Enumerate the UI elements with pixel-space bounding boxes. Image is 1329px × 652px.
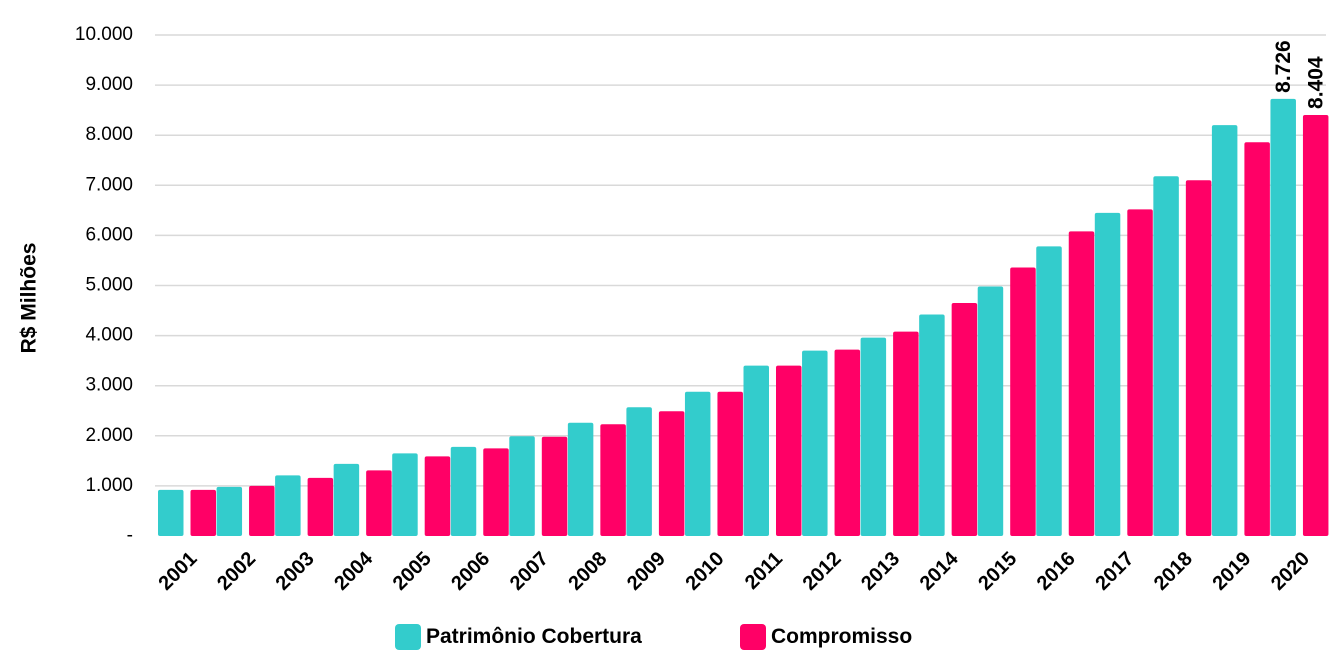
x-tick-label: 2010: [681, 548, 728, 595]
bar-patrimonio-2020: [1270, 98, 1296, 537]
bar-compromisso-2020: [1302, 114, 1329, 537]
y-tick-label: 8.000: [85, 124, 133, 145]
bar-patrimonio-2001: [158, 489, 184, 536]
data-label-compromisso-2020: 8.404: [1305, 56, 1328, 109]
bar-compromisso-2019: [1244, 142, 1270, 537]
legend-swatch-compromisso: [740, 624, 766, 650]
y-tick-label: -: [127, 525, 133, 546]
data-label-patrimonio-2020: 8.726: [1272, 40, 1295, 93]
bar-patrimonio-2013: [860, 337, 887, 536]
gridlines: [155, 34, 1326, 487]
x-tick-label: 2013: [857, 548, 904, 595]
x-tick-label: 2006: [447, 548, 494, 595]
x-tick-label: 2005: [389, 548, 436, 595]
bar-compromisso-2010: [717, 391, 743, 536]
x-tick-label: 2001: [155, 548, 202, 595]
legend-item-compromisso: Compromisso: [740, 624, 912, 650]
bar-compromisso-2013: [893, 331, 919, 536]
bar-patrimonio-2007: [509, 436, 535, 536]
x-tick-label: 2016: [1033, 548, 1080, 595]
bar-chart: - 1.000 2.000 3.000 4.000 5.000 6.000 7.000 8.00…: [18, 24, 1329, 595]
bar-compromisso-2016: [1068, 231, 1095, 536]
bar-patrimonio-2002: [216, 486, 243, 536]
bar-compromisso-2002: [249, 485, 275, 536]
y-tick-label: 7.000: [85, 174, 133, 195]
bar-compromisso-2017: [1127, 209, 1153, 536]
bar-patrimonio-2008: [567, 422, 594, 536]
bar-patrimonio-2005: [392, 453, 418, 536]
y-axis-ticks: - 1.000 2.000 3.000 4.000 5.000 6.000 7.000 8.00…: [75, 24, 133, 546]
bar-compromisso-2012: [834, 349, 861, 536]
bar-compromisso-2004: [366, 470, 392, 536]
x-tick-label: 2015: [974, 548, 1021, 595]
x-tick-label: 2009: [623, 548, 670, 595]
bar-compromisso-2009: [658, 411, 685, 536]
bar-patrimonio-2019: [1211, 125, 1238, 537]
x-tick-label: 2008: [564, 548, 611, 595]
legend-item-patrimonio: Patrimônio Cobertura: [395, 624, 642, 650]
bar-patrimonio-2016: [1036, 246, 1062, 536]
bar-patrimonio-2010: [684, 391, 711, 536]
bar-compromisso-2011: [776, 365, 802, 536]
x-tick-label: 2011: [741, 548, 787, 594]
bar-patrimonio-2009: [626, 407, 652, 536]
x-tick-label: 2002: [213, 548, 260, 595]
y-tick-label: 5.000: [85, 275, 133, 296]
y-axis-label: R$ Milhões: [18, 243, 41, 354]
bar-patrimonio-2011: [743, 365, 769, 536]
x-tick-label: 2020: [1267, 548, 1314, 595]
bar-compromisso-2006: [483, 448, 509, 536]
x-tick-label: 2018: [1150, 548, 1197, 595]
bar-patrimonio-2018: [1153, 176, 1179, 537]
y-tick-label: 3.000: [85, 375, 133, 396]
x-tick-label: 2007: [506, 548, 553, 595]
bar-patrimonio-2017: [1094, 212, 1121, 537]
bar-compromisso-2014: [951, 303, 978, 536]
data-labels: 8.726 8.404: [1272, 40, 1328, 109]
bar-patrimonio-2015: [977, 286, 1004, 536]
bar-compromisso-2001: [190, 489, 216, 536]
bar-compromisso-2003: [307, 477, 334, 536]
y-tick-label: 4.000: [85, 325, 133, 346]
y-tick-label: 1.000: [85, 475, 133, 496]
x-tick-label: 2003: [272, 548, 319, 595]
y-tick-label: 10.000: [75, 24, 133, 45]
x-tick-label: 2014: [916, 547, 964, 595]
bar-patrimonio-2012: [802, 350, 828, 536]
legend-label-patrimonio: Patrimônio Cobertura: [426, 625, 642, 648]
bar-patrimonio-2003: [275, 475, 301, 536]
x-tick-label: 2012: [799, 548, 846, 595]
y-tick-label: 9.000: [85, 74, 133, 95]
y-tick-label: 6.000: [85, 224, 133, 245]
x-tick-label: 2019: [1208, 548, 1255, 595]
bar-compromisso-2005: [424, 456, 451, 536]
bar-patrimonio-2006: [450, 446, 477, 536]
bar-compromisso-2007: [541, 436, 568, 536]
bar-compromisso-2015: [1010, 267, 1036, 536]
bar-compromisso-2008: [600, 424, 626, 536]
legend: Patrimônio Cobertura Compromisso: [0, 622, 1329, 652]
bar-patrimonio-2004: [333, 463, 360, 536]
x-tick-label: 2017: [1091, 548, 1138, 595]
bar-compromisso-2018: [1185, 180, 1212, 537]
x-tick-label: 2004: [330, 547, 378, 595]
y-tick-label: 2.000: [85, 425, 133, 446]
x-axis-ticks: 2001 2002 2003 2004 2005 2006 2007 2008 2009 2010…: [155, 547, 1314, 595]
bar-patrimonio-2014: [919, 314, 945, 536]
legend-swatch-patrimonio: [395, 624, 421, 650]
bars: [158, 98, 1329, 537]
legend-label-compromisso: Compromisso: [771, 625, 913, 648]
